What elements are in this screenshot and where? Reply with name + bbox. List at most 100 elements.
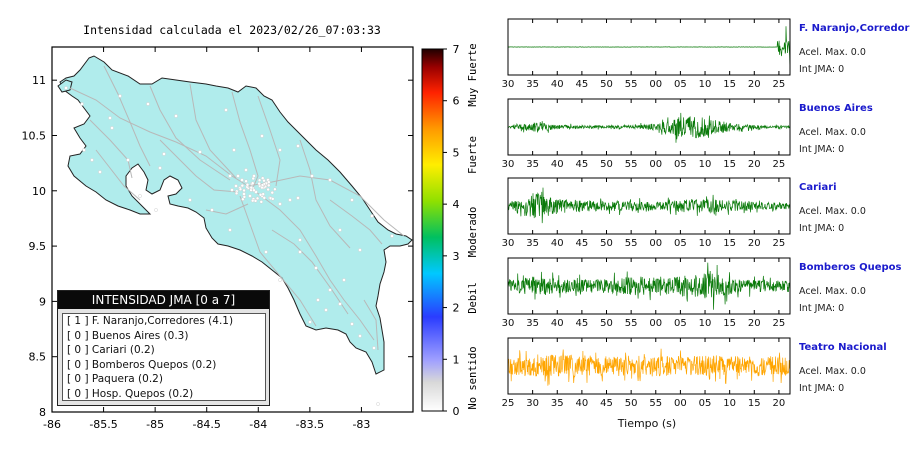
town-marker xyxy=(158,166,162,170)
town-marker xyxy=(244,168,248,172)
waveform-tick-label: 40 xyxy=(551,159,564,170)
waveform-tick-label: 55 xyxy=(649,398,662,409)
map-title: Intensidad calculada el 2023/02/26_07:03… xyxy=(83,23,381,37)
town-marker xyxy=(210,208,214,212)
colorbar-label: Debil xyxy=(467,282,479,314)
waveform-tick-label: 40 xyxy=(551,238,564,249)
town-marker xyxy=(242,192,246,196)
waveform-tick-label: 45 xyxy=(576,238,589,249)
waveform-tick-label: 50 xyxy=(600,159,613,170)
town-marker xyxy=(154,208,158,212)
map-x-tick-label: -84.5 xyxy=(192,418,220,431)
town-marker xyxy=(278,148,282,152)
waveform-tick-label: 55 xyxy=(625,159,638,170)
station-name: Bomberos Quepos xyxy=(799,262,902,273)
town-marker xyxy=(234,184,238,188)
town-marker xyxy=(308,320,312,324)
road-line xyxy=(255,191,375,341)
town-marker xyxy=(376,402,380,406)
town-marker xyxy=(232,148,236,152)
town-marker xyxy=(244,179,248,183)
town-marker xyxy=(98,170,102,174)
costa-rica-landmass xyxy=(59,55,413,375)
colorbar-tick-label: 2 xyxy=(453,302,460,315)
waveform-tick-label: 15 xyxy=(723,159,736,170)
map-x-tick-label: -86 xyxy=(43,418,61,431)
waveform-tick-label: 35 xyxy=(526,159,539,170)
town-marker xyxy=(188,198,192,202)
town-marker xyxy=(372,346,376,350)
legend-row: [ 0 ] Hosp. Quepos (0.2) xyxy=(67,387,194,400)
town-marker xyxy=(126,158,130,162)
town-marker xyxy=(80,102,84,106)
road-line xyxy=(299,139,351,249)
waveform-tick-label: 00 xyxy=(649,159,662,170)
waveform-tick-label: 10 xyxy=(699,159,712,170)
waveform-trace xyxy=(507,112,790,143)
road-line xyxy=(149,85,231,181)
waveform-tick-label: 30 xyxy=(502,159,515,170)
colorbar-tick-label: 4 xyxy=(453,198,460,211)
road-line xyxy=(103,65,151,167)
waveform-tick-label: 20 xyxy=(748,318,761,329)
map-y-tick-label: 10 xyxy=(32,185,46,198)
waveform-tick-label: 25 xyxy=(773,79,786,90)
town-marker xyxy=(224,108,228,112)
map-x-tick-label: -83 xyxy=(352,418,370,431)
waveform-tick-label: 40 xyxy=(551,318,564,329)
map-y-tick-label: 11 xyxy=(32,74,46,87)
intensity-legend: INTENSIDAD JMA [0 a 7] [ 1 ] F. Naranjo,… xyxy=(57,290,270,406)
town-marker xyxy=(296,196,300,200)
waveform-tick-label: 50 xyxy=(625,398,638,409)
map-x-tick-label: -85 xyxy=(146,418,164,431)
town-marker xyxy=(314,266,318,270)
waveform-tick-label: 25 xyxy=(773,238,786,249)
town-marker xyxy=(338,302,342,306)
waveform-tick-label: 00 xyxy=(649,238,662,249)
town-marker xyxy=(118,94,122,98)
colorbar-tick-label: 6 xyxy=(453,95,460,108)
road-line xyxy=(159,139,239,193)
waveform-frame xyxy=(507,98,791,156)
legend-row: [ 0 ] Cariari (0.2) xyxy=(67,344,155,356)
waveform-frame xyxy=(507,177,791,235)
town-marker xyxy=(358,334,362,338)
town-marker xyxy=(270,197,275,201)
waveform-tick-label: 45 xyxy=(576,79,589,90)
town-marker xyxy=(260,134,264,138)
town-marker xyxy=(257,178,262,182)
waveform-tick-label: 50 xyxy=(600,238,613,249)
town-marker xyxy=(316,298,320,302)
colorbar-tick-label: 5 xyxy=(453,146,460,159)
waveform-tick-label: 30 xyxy=(502,318,515,329)
road-line xyxy=(257,95,281,187)
station-name: Teatro Nacional xyxy=(799,342,887,353)
town-marker xyxy=(273,187,277,191)
legend-list: [ 1 ] F. Naranjo,Corredores (4.1) [ 0 ] B… xyxy=(62,313,266,401)
colorbar-labels: Muy Fuerte Fuerte Moderado Debil No sentido xyxy=(467,43,479,409)
waveform-tick-label: 45 xyxy=(576,318,589,329)
waveform-trace xyxy=(507,262,791,310)
town-marker xyxy=(245,182,250,187)
waveform-panel: 30 35 40 45 50 55 00 05 10 15 20 25 xyxy=(502,257,791,329)
station-int-jma: Int JMA: 0 xyxy=(799,223,845,234)
road-line xyxy=(89,119,133,179)
nicoya-peninsula-tip xyxy=(57,79,73,93)
road-line xyxy=(363,299,379,351)
town-marker xyxy=(264,250,268,254)
town-marker xyxy=(342,278,346,282)
town-marker xyxy=(266,187,270,192)
waveform-tick-label: 20 xyxy=(748,79,761,90)
town-marker xyxy=(259,200,264,204)
colorbar xyxy=(421,48,444,412)
waveform-panel: 30 35 40 45 50 55 00 05 10 15 20 25 xyxy=(502,98,791,170)
waveform-tick-label: 10 xyxy=(699,79,712,90)
map-y-tick-label: 9.5 xyxy=(29,240,47,253)
colorbar-label: Muy Fuerte xyxy=(467,43,479,106)
waveform-tick-label: 20 xyxy=(773,398,786,409)
town-marker xyxy=(253,199,258,203)
town-marker xyxy=(242,195,247,199)
waveform-tick-label: 55 xyxy=(625,318,638,329)
waveform-trace xyxy=(507,26,791,71)
